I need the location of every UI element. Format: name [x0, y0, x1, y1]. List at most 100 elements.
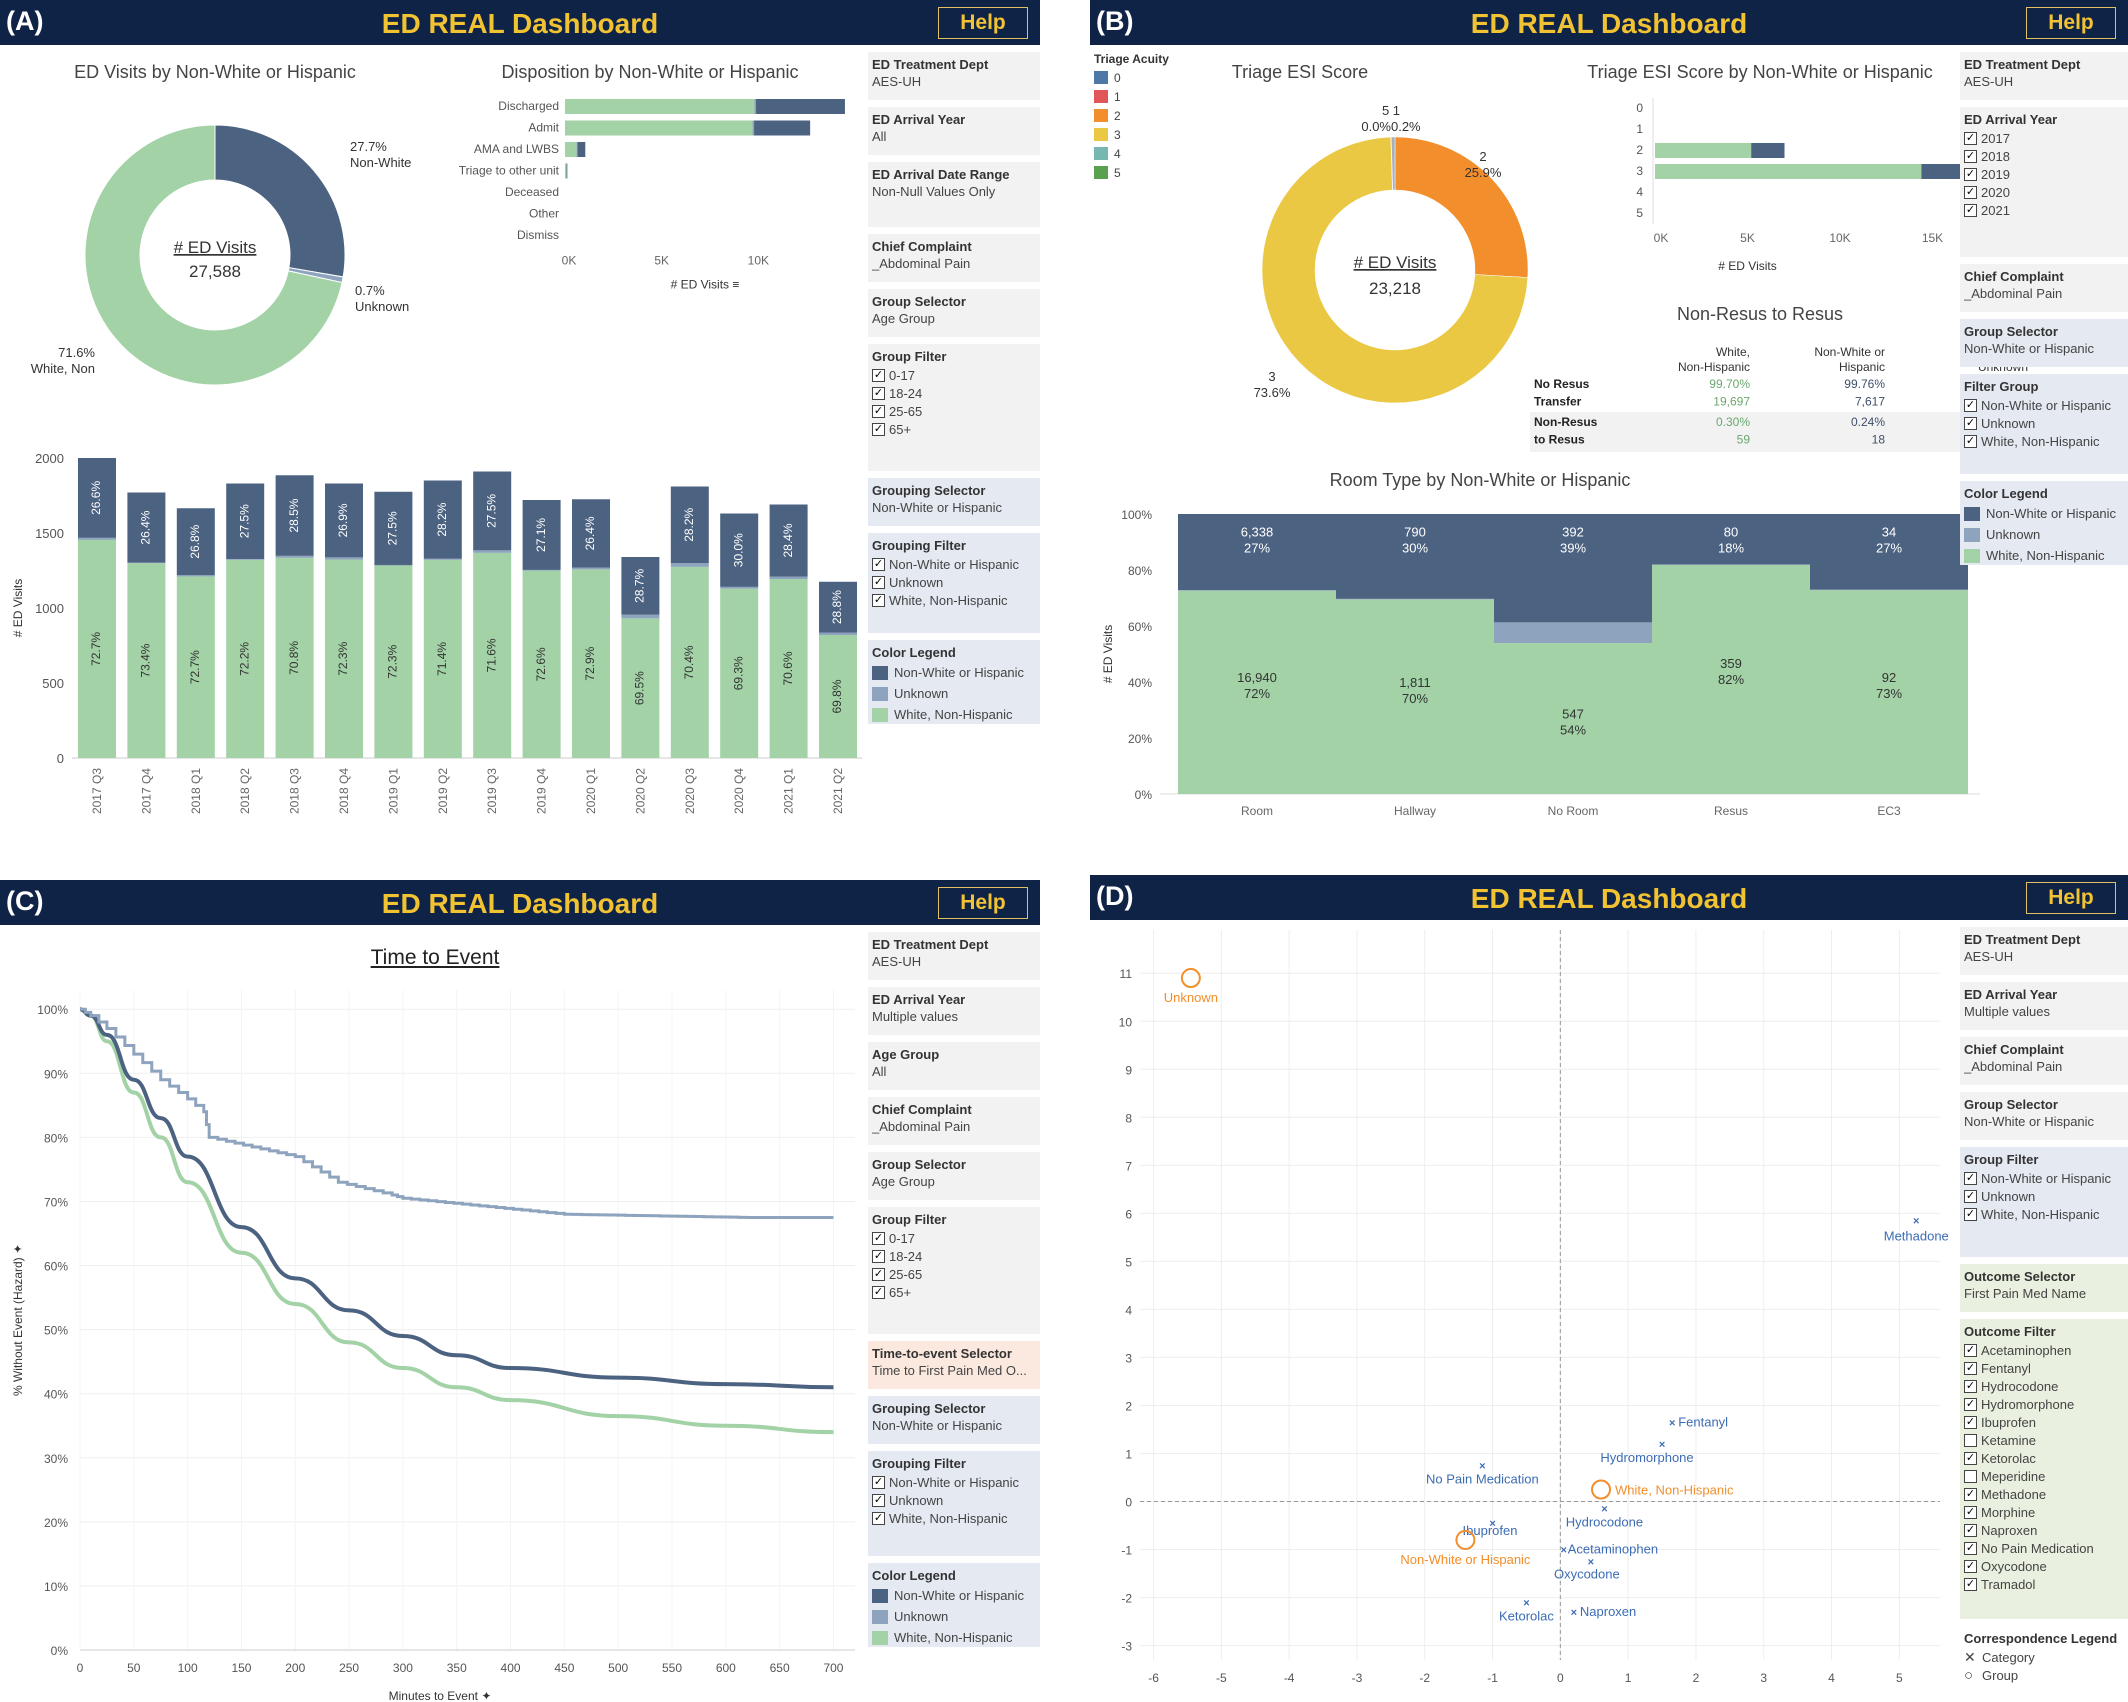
- checkbox-icon[interactable]: ✓: [1964, 1171, 1977, 1185]
- chief-complaint-filter[interactable]: Chief Complaint _Abdominal Pain: [868, 1097, 1040, 1145]
- checkbox-icon[interactable]: ✓: [872, 368, 885, 382]
- checkbox-item[interactable]: ✓ White, Non-Hispanic: [872, 1509, 1036, 1527]
- room-type-chart[interactable]: 0%20%40%60%80%100%# ED Visits6,33827%16,…: [1090, 500, 1980, 820]
- checkbox-item[interactable]: ✓ 25-65: [872, 402, 1036, 420]
- chief-complaint-filter[interactable]: Chief Complaint _Abdominal Pain: [868, 234, 1040, 282]
- checkbox-icon[interactable]: ✓: [1964, 1577, 1977, 1591]
- checkbox-item[interactable]: ✓ Hydrocodone: [1964, 1377, 2128, 1395]
- checkbox-item[interactable]: ✓ White, Non-Hispanic: [1964, 432, 2128, 450]
- checkbox-item[interactable]: ✓ Ibuprofen: [1964, 1413, 2128, 1431]
- checkbox-item[interactable]: ✓ 65+: [872, 420, 1036, 438]
- checkbox-icon[interactable]: ✓: [872, 1511, 885, 1525]
- grouping-selector[interactable]: Grouping Selector Non-White or Hispanic: [868, 478, 1040, 526]
- checkbox-icon[interactable]: ✓: [872, 1475, 885, 1489]
- checkbox-item[interactable]: ✓ 25-65: [872, 1265, 1036, 1283]
- checkbox-item[interactable]: ✓ 2019: [1964, 165, 2128, 183]
- disposition-chart[interactable]: Discharged Admit AMA and LWBS Triage to oth…: [420, 90, 860, 300]
- checkbox-item[interactable]: ✓ No Pain Medication: [1964, 1539, 2128, 1557]
- checkbox-item[interactable]: ✓ Acetaminophen: [1964, 1341, 2128, 1359]
- checkbox-item[interactable]: ✓ 0-17: [872, 1229, 1036, 1247]
- checkbox-icon[interactable]: ✓: [1964, 203, 1977, 217]
- treatment-dept-filter[interactable]: ED Treatment Dept AES-UH: [868, 932, 1040, 980]
- checkbox-item[interactable]: ✓ Unknown: [872, 1491, 1036, 1509]
- checkbox-icon[interactable]: ✓: [1964, 1487, 1977, 1501]
- checkbox-icon[interactable]: ✓: [1964, 1343, 1977, 1357]
- age-group-filter[interactable]: Age Group All: [868, 1042, 1040, 1090]
- arrival-year-filter[interactable]: ED Arrival Year All: [868, 107, 1040, 155]
- treatment-dept-filter[interactable]: ED Treatment Dept AES-UH: [868, 52, 1040, 100]
- checkbox-item[interactable]: ✓ Hydromorphone: [1964, 1395, 2128, 1413]
- checkbox-icon[interactable]: ✓: [872, 1231, 885, 1245]
- checkbox-icon[interactable]: ✓: [872, 557, 885, 571]
- checkbox-icon[interactable]: ✓: [1964, 1505, 1977, 1519]
- checkbox-item[interactable]: ✓ Naproxen: [1964, 1521, 2128, 1539]
- checkbox-icon[interactable]: ✓: [1964, 1361, 1977, 1375]
- checkbox-icon[interactable]: ✓: [1964, 1541, 1977, 1555]
- outcome-selector[interactable]: Outcome Selector First Pain Med Name: [1960, 1264, 2128, 1312]
- group-selector[interactable]: Group Selector Age Group: [868, 289, 1040, 337]
- checkbox-icon[interactable]: ✓: [872, 404, 885, 418]
- time-to-event-selector[interactable]: Time-to-event Selector Time to First Pai…: [868, 1341, 1040, 1389]
- checkbox-item[interactable]: ✓ Non-White or Hispanic: [1964, 396, 2128, 414]
- checkbox-icon[interactable]: ✓: [1964, 1189, 1977, 1203]
- checkbox-item[interactable]: ✓ White, Non-Hispanic: [1964, 1205, 2128, 1223]
- checkbox-item[interactable]: ✓ Ketorolac: [1964, 1449, 2128, 1467]
- arrival-date-range-filter[interactable]: ED Arrival Date Range Non-Null Values On…: [868, 162, 1040, 227]
- checkbox-item[interactable]: ✓ 2017: [1964, 129, 2128, 147]
- checkbox-item[interactable]: ✓ White, Non-Hispanic: [872, 591, 1036, 609]
- checkbox-item[interactable]: ✓ 2021: [1964, 201, 2128, 219]
- treatment-dept-filter[interactable]: ED Treatment Dept AES-UH: [1960, 927, 2128, 975]
- checkbox-item[interactable]: ✓ Tramadol: [1964, 1575, 2128, 1593]
- checkbox-item[interactable]: ✓ 18-24: [872, 1247, 1036, 1265]
- checkbox-icon[interactable]: ✓: [1964, 1415, 1977, 1429]
- checkbox-item[interactable]: ✓ Methadone: [1964, 1485, 2128, 1503]
- chief-complaint-filter[interactable]: Chief Complaint _Abdominal Pain: [1960, 1037, 2128, 1085]
- checkbox-icon[interactable]: ✓: [1964, 434, 1977, 448]
- checkbox-item[interactable]: ✓ Fentanyl: [1964, 1359, 2128, 1377]
- checkbox-item[interactable]: ✓ 65+: [872, 1283, 1036, 1301]
- checkbox-icon[interactable]: ✓: [872, 1267, 885, 1281]
- checkbox-icon[interactable]: ✓: [1964, 149, 1977, 163]
- help-button[interactable]: Help: [2026, 7, 2116, 39]
- chief-complaint-filter[interactable]: Chief Complaint _Abdominal Pain: [1960, 264, 2128, 312]
- time-to-event-chart[interactable]: 0% 10% 20% 30% 40% 50% 60% 70% 80% 90% 100% 0 50 100 1…: [0, 980, 865, 1702]
- checkbox-icon[interactable]: ✓: [1964, 1523, 1977, 1537]
- group-selector[interactable]: Group Selector Age Group: [868, 1152, 1040, 1200]
- checkbox-item[interactable]: ✓ Non-White or Hispanic: [1964, 1169, 2128, 1187]
- checkbox-item[interactable]: ✓ Non-White or Hispanic: [872, 1473, 1036, 1491]
- correspondence-scatter[interactable]: -6 -5 -4 -3 -2 -1 0 1 2 3 4 5-3-2-101234567891011×M…: [1090, 875, 1960, 1702]
- treatment-dept-filter[interactable]: ED Treatment Dept AES-UH: [1960, 52, 2128, 100]
- checkbox-item[interactable]: ✓ Unknown: [1964, 1187, 2128, 1205]
- checkbox-icon[interactable]: ✓: [1964, 1559, 1977, 1573]
- help-button[interactable]: Help: [938, 887, 1028, 919]
- checkbox-item[interactable]: ✓ 18-24: [872, 384, 1036, 402]
- checkbox-icon[interactable]: ✓: [1964, 1451, 1977, 1465]
- help-button[interactable]: Help: [2026, 882, 2116, 914]
- checkbox-item[interactable]: Meperidine: [1964, 1467, 2128, 1485]
- checkbox-icon[interactable]: ✓: [872, 422, 885, 436]
- checkbox-item[interactable]: ✓ Morphine: [1964, 1503, 2128, 1521]
- arrival-year-filter[interactable]: ED Arrival Year Multiple values: [868, 987, 1040, 1035]
- esi-donut[interactable]: # ED Visits 23,218 225.9% 373.6% 5 10.0%0.2%: [1150, 95, 1570, 415]
- checkbox-icon[interactable]: ✓: [872, 1285, 885, 1299]
- ed-visits-donut[interactable]: # ED Visits 27,588 27.7%Non-White 0.7%Unkno…: [31, 95, 440, 415]
- checkbox-icon[interactable]: ✓: [1964, 131, 1977, 145]
- checkbox-icon[interactable]: ✓: [1964, 1207, 1977, 1221]
- checkbox-icon[interactable]: ✓: [872, 1493, 885, 1507]
- checkbox-icon[interactable]: ✓: [872, 593, 885, 607]
- group-selector[interactable]: Group Selector Non-White or Hispanic: [1960, 1092, 2128, 1140]
- checkbox-icon[interactable]: ✓: [1964, 185, 1977, 199]
- checkbox-icon[interactable]: ✓: [872, 575, 885, 589]
- grouping-selector[interactable]: Grouping Selector Non-White or Hispanic: [868, 1396, 1040, 1444]
- checkbox-icon[interactable]: [1964, 1469, 1977, 1483]
- checkbox-icon[interactable]: [1964, 1433, 1977, 1447]
- group-selector[interactable]: Group Selector Non-White or Hispanic: [1960, 319, 2128, 367]
- checkbox-item[interactable]: Ketamine: [1964, 1431, 2128, 1449]
- checkbox-item[interactable]: ✓ 0-17: [872, 366, 1036, 384]
- checkbox-item[interactable]: ✓ 2018: [1964, 147, 2128, 165]
- checkbox-icon[interactable]: ✓: [1964, 167, 1977, 181]
- checkbox-icon[interactable]: ✓: [872, 386, 885, 400]
- help-button[interactable]: Help: [938, 7, 1028, 39]
- checkbox-icon[interactable]: ✓: [1964, 416, 1977, 430]
- checkbox-icon[interactable]: ✓: [1964, 1397, 1977, 1411]
